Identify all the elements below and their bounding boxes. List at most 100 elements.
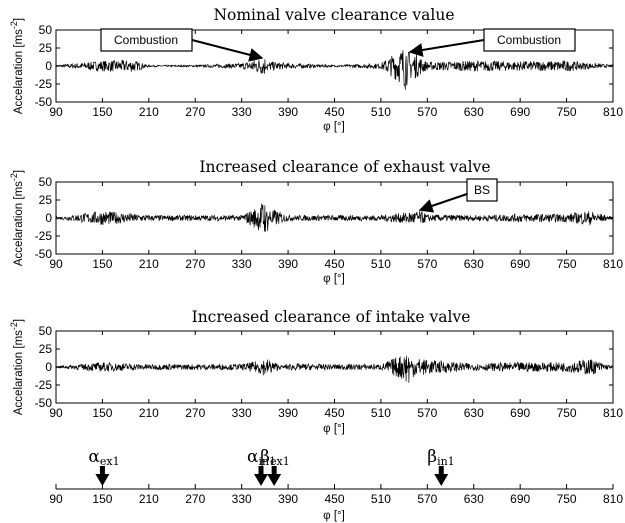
svg-text:Combustion: Combustion <box>497 33 561 47</box>
chart-title: Increased clearance of intake valve <box>192 308 471 326</box>
x-tick-label: 330 <box>232 257 252 271</box>
x-tick-label: 570 <box>417 105 437 119</box>
y-tick-label: -50 <box>35 396 53 410</box>
arrow-shaft <box>438 466 444 475</box>
x-tick-label: 90 <box>49 105 63 119</box>
x-tick-label: 150 <box>92 105 112 119</box>
down-arrow-icon <box>254 474 269 486</box>
y-tick-labels: 50 25 0 -25 -50 <box>35 175 613 261</box>
x-tick-label: 810 <box>603 406 623 420</box>
svg-text:BS: BS <box>474 183 490 197</box>
valve-marker-β-ex1: βex1 <box>260 447 290 486</box>
x-tick-label: 630 <box>464 257 484 271</box>
x-axis-label: φ [°] <box>323 423 345 435</box>
y-tick-label: 50 <box>39 23 53 37</box>
x-tick-label: 690 <box>510 406 530 420</box>
x-tick-labels: 90 150 210 270 330 390 450 510 570 630 690 750 810 <box>49 30 623 119</box>
x-tick-label: 330 <box>232 406 252 420</box>
x-tick-label: 90 <box>49 406 63 420</box>
x-tick-label: 330 <box>232 105 252 119</box>
panel-nominal: Nominal valve clearance value 50 25 0 -25 -5… <box>9 6 623 133</box>
x-tick-label: 90 <box>49 257 63 271</box>
down-arrow-icon <box>434 474 449 486</box>
x-tick-label: 750 <box>557 105 577 119</box>
x-tick-label: 450 <box>324 257 344 271</box>
series-line <box>55 355 614 383</box>
y-tick-label: 25 <box>39 41 53 55</box>
y-tick-label: -25 <box>35 77 53 91</box>
series-layer <box>55 203 614 232</box>
annotation-bs: BS <box>418 178 498 213</box>
series-layer <box>55 355 614 383</box>
x-tick-label: 270 <box>185 257 205 271</box>
x-tick-label: 450 <box>324 105 344 119</box>
chart-title: Increased clearance of exhaust valve <box>199 158 490 176</box>
svg-text:Combustion: Combustion <box>114 33 178 47</box>
down-arrow-icon <box>95 474 110 486</box>
x-tick-label: 510 <box>371 105 391 119</box>
down-arrow-icon <box>267 474 282 486</box>
series-layer <box>55 50 614 90</box>
x-tick-label: 390 <box>278 406 298 420</box>
x-tick-label: 390 <box>278 492 298 506</box>
x-axis-label: φ [°] <box>323 510 345 522</box>
y-tick-label: -25 <box>35 378 53 392</box>
panel-intake: Increased clearance of intake valve 50 25… <box>9 308 623 435</box>
x-tick-labels: 90 150 210 270 330 390 450 510 570 630 690 750 810 <box>49 182 623 271</box>
x-tick-label: 510 <box>371 492 391 506</box>
x-tick-labels: 90 150 210 270 330 390 450 510 570 630 690 750 810 <box>49 331 623 420</box>
marker-label: αin1 <box>247 447 276 468</box>
x-tick-label: 270 <box>185 492 205 506</box>
arrow-shaft <box>99 466 105 475</box>
y-tick-label: -50 <box>35 247 53 261</box>
y-axis-label: Accelaration [ms-2] <box>9 18 25 114</box>
x-axis-label: φ [°] <box>323 273 345 285</box>
series-line <box>55 203 614 232</box>
arrow-shaft <box>258 466 264 475</box>
x-axis-label: φ [°] <box>323 121 345 133</box>
marker-label: βex1 <box>260 447 290 468</box>
x-tick-label: 690 <box>510 492 530 506</box>
annotation-combustion-1: Combustion <box>100 28 264 62</box>
x-tick-label: 510 <box>371 406 391 420</box>
marker-label: αex1 <box>88 447 119 468</box>
y-tick-label: -50 <box>35 95 53 109</box>
y-tick-label: 0 <box>45 59 52 73</box>
x-tick-label: 390 <box>278 105 298 119</box>
y-tick-label: 25 <box>39 193 53 207</box>
y-tick-label: 0 <box>45 360 52 374</box>
x-tick-label: 450 <box>324 406 344 420</box>
valve-marker-α-ex1: αex1 <box>88 447 120 486</box>
x-tick-label: 90 <box>49 492 63 506</box>
x-tick-label: 210 <box>139 105 159 119</box>
x-tick-label: 750 <box>557 257 577 271</box>
x-tick-label: 690 <box>510 257 530 271</box>
y-tick-label: -25 <box>35 229 53 243</box>
x-tick-label: 450 <box>324 492 344 506</box>
x-tick-label: 810 <box>603 257 623 271</box>
x-tick-label: 270 <box>185 105 205 119</box>
valve-marker-β-in1: βin1 <box>427 447 455 486</box>
x-tick-label: 390 <box>278 257 298 271</box>
x-tick-label: 570 <box>417 492 437 506</box>
x-tick-label: 630 <box>464 105 484 119</box>
x-tick-label: 810 <box>603 105 623 119</box>
series-line <box>55 50 614 90</box>
x-tick-label: 570 <box>417 406 437 420</box>
x-tick-label: 210 <box>139 406 159 420</box>
marker-label: βin1 <box>427 447 454 468</box>
x-tick-label: 210 <box>139 492 159 506</box>
panel-exhaust: Increased clearance of exhaust valve 50 2… <box>9 158 623 285</box>
x-tick-label: 750 <box>557 492 577 506</box>
annotation-combustion-2: Combustion <box>408 28 576 57</box>
chart-title: Nominal valve clearance value <box>213 6 454 24</box>
x-tick-label: 630 <box>464 406 484 420</box>
valve-marker-α-in1: αin1 <box>247 447 276 486</box>
x-tick-label: 630 <box>464 492 484 506</box>
x-tick-label: 270 <box>185 406 205 420</box>
panel-valve-timing-axis: 90 150 210 270 330 390 450 510 570 630 690 750 810 α… <box>49 447 623 522</box>
y-axis-label: Accelaration [ms-2] <box>9 170 25 266</box>
x-tick-label: 570 <box>417 257 437 271</box>
x-tick-label: 150 <box>92 492 112 506</box>
